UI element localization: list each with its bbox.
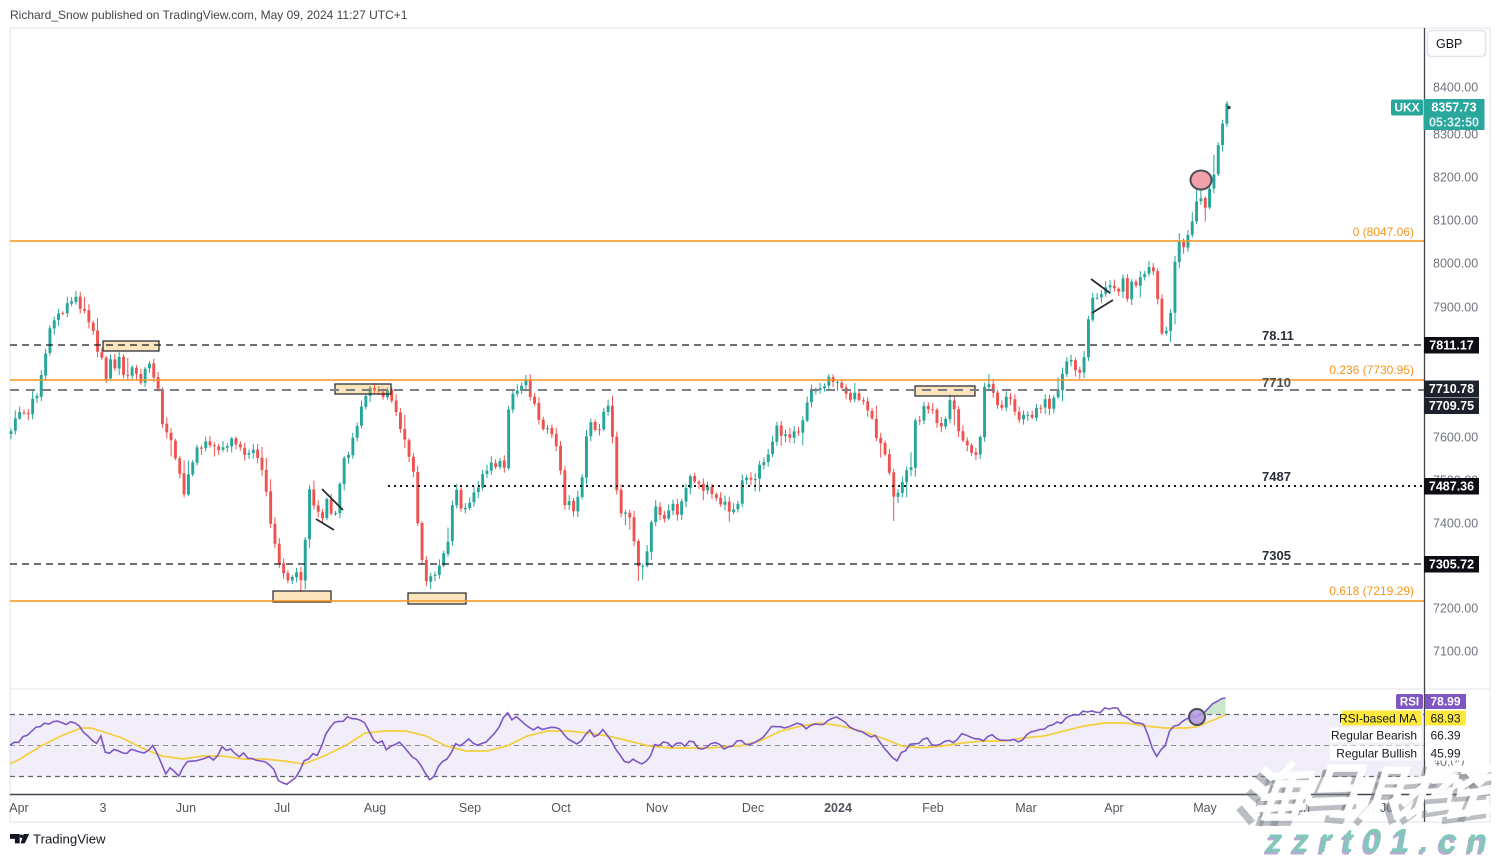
svg-text:7200.00: 7200.00 [1433,602,1478,616]
svg-text:7487.36: 7487.36 [1429,480,1474,494]
svg-text:RSI-based MA: RSI-based MA [1339,712,1417,726]
svg-text:0.618 (7219.29): 0.618 (7219.29) [1329,584,1414,598]
svg-text:7487: 7487 [1262,469,1291,484]
svg-text:7710.78: 7710.78 [1429,382,1474,396]
svg-text:zzrt01.cn: zzrt01.cn [1265,822,1497,857]
svg-text:7709.75: 7709.75 [1429,399,1474,413]
svg-text:zzrt01.cn: zzrt01.cn [1263,825,1495,857]
svg-text:05:32:50: 05:32:50 [1429,116,1479,130]
svg-text:Dec: Dec [742,801,764,815]
svg-text:TradingView: TradingView [33,831,106,846]
svg-text:Nov: Nov [646,801,669,815]
svg-text:7900.00: 7900.00 [1433,301,1478,315]
svg-text:Apr: Apr [1104,801,1123,815]
svg-text:8200.00: 8200.00 [1433,171,1478,185]
svg-text:Apr: Apr [9,801,28,815]
svg-text:8100.00: 8100.00 [1433,214,1478,228]
svg-text:GBP: GBP [1436,37,1462,51]
svg-text:7305.72: 7305.72 [1429,558,1474,572]
svg-text:66.39: 66.39 [1430,729,1460,743]
svg-text:3: 3 [100,801,107,815]
svg-text:45.99: 45.99 [1430,747,1460,761]
svg-text:0.236 (7730.95): 0.236 (7730.95) [1329,363,1414,377]
svg-text:7100.00: 7100.00 [1433,645,1478,659]
svg-text:2024: 2024 [824,801,852,815]
svg-text:Regular Bullish: Regular Bullish [1336,747,1417,761]
svg-text:May: May [1193,801,1217,815]
svg-text:Mar: Mar [1015,801,1037,815]
svg-text:8400.00: 8400.00 [1433,81,1478,95]
svg-text:78.11: 78.11 [1262,328,1294,343]
svg-text:Feb: Feb [922,801,944,815]
svg-text:Sep: Sep [459,801,481,815]
svg-text:UKX: UKX [1394,101,1419,115]
svg-text:Richard_Snow published on Trad: Richard_Snow published on TradingView.co… [10,8,408,22]
svg-text:7305: 7305 [1262,548,1291,563]
svg-text:8000.00: 8000.00 [1433,257,1478,271]
svg-text:Jul: Jul [274,801,290,815]
svg-text:8357.73: 8357.73 [1431,101,1476,115]
svg-text:Jun: Jun [176,801,196,815]
svg-text:RSI: RSI [1400,697,1419,709]
svg-text:Aug: Aug [364,801,386,815]
svg-text:7600.00: 7600.00 [1433,431,1478,445]
svg-text:0 (8047.06): 0 (8047.06) [1353,225,1414,239]
svg-text:Regular Bearish: Regular Bearish [1331,729,1417,743]
svg-text:78.99: 78.99 [1430,695,1460,709]
svg-text:7811.17: 7811.17 [1429,339,1474,353]
svg-text:68.93: 68.93 [1430,712,1460,726]
svg-text:8300.00: 8300.00 [1433,128,1478,142]
svg-text:7400.00: 7400.00 [1433,517,1478,531]
svg-text:7710: 7710 [1262,375,1291,390]
svg-text:Oct: Oct [551,801,571,815]
